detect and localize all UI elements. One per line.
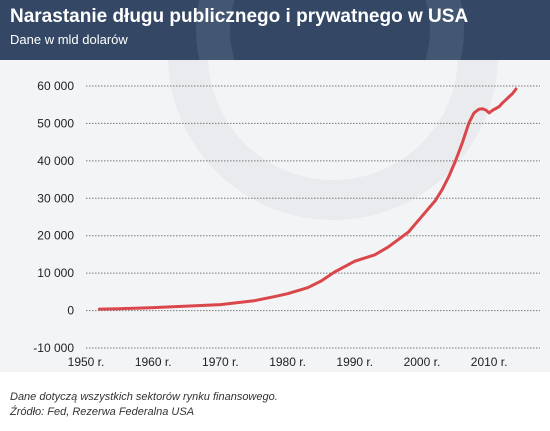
y-tick-label: 60 000 bbox=[37, 79, 74, 93]
x-tick-label: 1980 r. bbox=[269, 355, 306, 369]
y-tick-label: 10 000 bbox=[37, 266, 74, 280]
x-tick-label: 2010 r. bbox=[471, 355, 508, 369]
chart-subtitle: Dane w mld dolarów bbox=[10, 32, 128, 47]
footer-source: Źródło: Fed, Rezerwa Federalna USA bbox=[10, 406, 195, 418]
x-tick-label: 1970 r. bbox=[202, 355, 239, 369]
x-tick-label: 2000 r. bbox=[404, 355, 441, 369]
chart-title: Narastanie długu publicznego i prywatneg… bbox=[10, 6, 469, 27]
chart-footer: Dane dotyczą wszystkich sektorów rynku f… bbox=[10, 390, 278, 420]
chart-header: Narastanie długu publicznego i prywatneg… bbox=[0, 0, 550, 60]
y-tick-label: 50 000 bbox=[37, 116, 74, 130]
y-tick-label: 30 000 bbox=[37, 191, 74, 205]
x-axis-ticks: 1950 r. 1960 r. 1970 r. 1980 r. 1990 r. 2000 … bbox=[68, 355, 508, 369]
y-tick-label: -10 000 bbox=[33, 341, 74, 355]
watermark-logo bbox=[196, 0, 464, 60]
line-chart: -10 000 0 10 000 20 000 30 000 40 000 50 000 60… bbox=[33, 79, 540, 369]
footer-note: Dane dotyczą wszystkich sektorów rynku f… bbox=[10, 391, 278, 403]
x-tick-label: 1960 r. bbox=[135, 355, 172, 369]
gridlines bbox=[86, 85, 540, 349]
y-axis-ticks: -10 000 0 10 000 20 000 30 000 40 000 50 000 60… bbox=[33, 79, 74, 355]
y-tick-label: 20 000 bbox=[37, 229, 74, 243]
plot-area: -10 000 0 10 000 20 000 30 000 40 000 50 000 60… bbox=[0, 60, 550, 372]
x-tick-label: 1990 r. bbox=[336, 355, 373, 369]
y-tick-label: 0 bbox=[67, 304, 74, 318]
y-tick-label: 40 000 bbox=[37, 154, 74, 168]
x-tick-label: 1950 r. bbox=[68, 355, 105, 369]
series-line-debt bbox=[97, 87, 518, 311]
